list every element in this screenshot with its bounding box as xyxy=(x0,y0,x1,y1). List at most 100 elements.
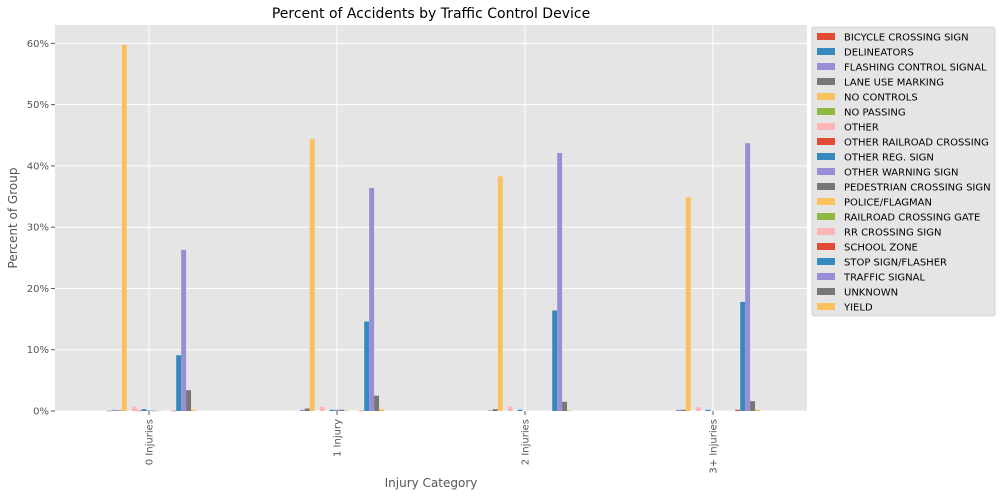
bar xyxy=(507,406,513,411)
bar xyxy=(487,410,493,411)
y-tick-label: 40% xyxy=(27,161,49,172)
legend-swatch xyxy=(817,273,835,280)
bar xyxy=(497,176,503,411)
bar xyxy=(567,410,572,411)
bar xyxy=(755,409,760,411)
legend-swatch xyxy=(817,258,835,265)
y-axis-ticks: 0% 10% 20% 30% 40% 50% 60% xyxy=(27,39,55,418)
bar xyxy=(329,409,335,411)
legend-swatch xyxy=(817,153,835,160)
bar xyxy=(685,197,691,411)
bar xyxy=(517,409,523,411)
bar xyxy=(359,410,365,412)
legend-swatch xyxy=(817,213,835,220)
y-axis-title: Percent of Group xyxy=(6,168,20,269)
bar xyxy=(131,406,137,411)
legend-label: NO CONTROLS xyxy=(844,93,918,104)
bar xyxy=(141,409,147,411)
gridlines xyxy=(55,25,807,412)
legend-label: RAILROAD CROSSING GATE xyxy=(844,213,980,224)
bar xyxy=(181,249,187,411)
legend-swatch xyxy=(817,168,835,175)
y-tick-label: 0% xyxy=(33,407,49,418)
bar xyxy=(176,355,182,411)
bar xyxy=(146,410,152,411)
bar xyxy=(136,410,142,412)
bar xyxy=(116,410,122,411)
y-tick-label: 20% xyxy=(27,284,49,295)
bar xyxy=(740,301,746,411)
x-axis-title: Injury Category xyxy=(385,476,478,490)
bar xyxy=(695,407,701,411)
bar xyxy=(705,409,711,411)
legend-label: RR CROSSING SIGN xyxy=(844,228,941,239)
bar xyxy=(111,409,117,411)
legend-label: STOP SIGN/FLASHER xyxy=(844,258,947,269)
bar xyxy=(344,410,350,412)
x-axis-ticks: 0 Injuries 1 Injury 2 Injuries 3+ Injuries xyxy=(145,411,720,474)
legend-swatch xyxy=(817,303,835,310)
bar xyxy=(557,153,563,412)
legend-swatch xyxy=(817,138,835,145)
bar xyxy=(299,409,305,411)
bar xyxy=(151,410,157,412)
legend-label: POLICE/FLAGMAN xyxy=(844,198,932,209)
legend-label: OTHER xyxy=(844,123,879,134)
bar xyxy=(319,406,325,411)
legend-swatch xyxy=(817,243,835,250)
legend-swatch xyxy=(817,48,835,55)
legend-swatch xyxy=(817,123,835,130)
bar xyxy=(121,44,127,411)
legend-label: YIELD xyxy=(843,303,873,314)
bar xyxy=(171,410,177,412)
legend-label: OTHER REG. SIGN xyxy=(844,153,934,164)
bar xyxy=(156,410,162,412)
bar xyxy=(735,409,741,411)
bar xyxy=(562,401,568,411)
legend-label: PEDESTRIAN CROSSING SIGN xyxy=(844,183,991,194)
x-tick-label: 0 Injuries xyxy=(145,419,156,465)
y-tick-label: 30% xyxy=(27,223,49,234)
legend-swatch xyxy=(817,228,835,235)
legend-swatch xyxy=(817,78,835,85)
legend-label: UNKNOWN xyxy=(844,288,898,299)
legend-label: NO PASSING xyxy=(844,108,906,119)
x-tick-label: 3+ Injuries xyxy=(709,419,720,474)
bar xyxy=(364,321,370,411)
legend-swatch xyxy=(817,93,835,100)
legend-label: DELINEATORS xyxy=(844,48,914,59)
bar xyxy=(186,390,192,411)
x-tick-label: 2 Injuries xyxy=(521,419,532,465)
bar xyxy=(680,409,686,411)
bar xyxy=(552,310,558,411)
bar xyxy=(309,138,315,411)
bar xyxy=(304,408,310,411)
legend-swatch xyxy=(817,183,835,190)
legend-swatch xyxy=(817,63,835,70)
legend-label: OTHER RAILROAD CROSSING xyxy=(844,138,989,149)
legend-swatch xyxy=(817,33,835,40)
y-tick-label: 10% xyxy=(27,345,49,356)
legend-label: BICYCLE CROSSING SIGN xyxy=(844,33,969,44)
bar xyxy=(745,143,751,411)
legend-swatch xyxy=(817,288,835,295)
legend-label: SCHOOL ZONE xyxy=(844,243,918,254)
bar xyxy=(339,409,345,411)
bar xyxy=(675,409,681,411)
chart-title: Percent of Accidents by Traffic Control … xyxy=(272,6,590,22)
legend-label: TRAFFIC SIGNAL xyxy=(843,273,925,284)
legend-box xyxy=(811,26,996,317)
y-tick-label: 60% xyxy=(27,39,49,50)
y-tick-label: 50% xyxy=(27,100,49,111)
legend-label: OTHER WARNING SIGN xyxy=(844,168,958,179)
legend-label: FLASHING CONTROL SIGNAL xyxy=(844,63,987,74)
bar xyxy=(492,409,498,411)
legend-swatch xyxy=(817,198,835,205)
bar xyxy=(750,401,756,411)
bars xyxy=(106,44,760,412)
bar xyxy=(106,410,112,412)
legend-label: LANE USE MARKING xyxy=(844,78,944,89)
bar xyxy=(334,409,340,411)
legend: BICYCLE CROSSING SIGN DELINEATORS FLASHING… xyxy=(811,26,996,317)
